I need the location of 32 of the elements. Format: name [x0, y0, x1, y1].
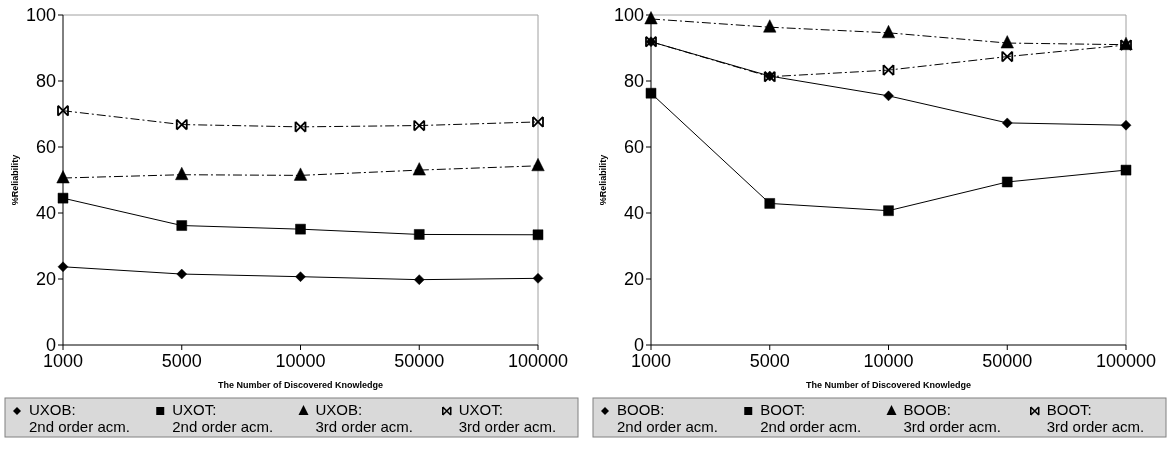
- x-tick-label: 100000: [1095, 351, 1157, 371]
- y-tick-label: 100: [25, 5, 56, 26]
- x-tick-label: 50000: [394, 351, 445, 371]
- y-tick-label: 40: [623, 203, 644, 224]
- legend-label: BOOB: 2nd order acm.: [617, 401, 718, 435]
- y-tick-label: 80: [35, 71, 56, 92]
- legend-label: BOOB: 3rd order acm.: [903, 401, 1002, 435]
- y-tick-label: 40: [35, 203, 56, 224]
- x-tick-label: 50000: [982, 351, 1033, 371]
- y-tick-label: 100: [613, 5, 644, 26]
- y-tick-label: 60: [35, 137, 56, 158]
- x-tick-label: 10000: [275, 351, 326, 371]
- y-axis-title: %Reliability: [10, 154, 20, 206]
- legend-label: UXOB: 2nd order acm.: [29, 401, 130, 435]
- y-tick-label: 80: [623, 71, 644, 92]
- y-tick-label: 20: [623, 269, 644, 290]
- x-tick-label: 5000: [749, 351, 790, 371]
- legend-label: UXOB: 3rd order acm.: [315, 401, 414, 435]
- y-tick-label: 20: [35, 269, 56, 290]
- x-tick-label: 1000: [630, 351, 672, 371]
- y-axis-title: %Reliability: [598, 154, 608, 206]
- x-tick-label: 10000: [863, 351, 914, 371]
- x-tick-label: 1000: [42, 351, 84, 371]
- x-axis-title: The Number of Discovered Knowledge: [217, 380, 384, 390]
- x-tick-label: 100000: [507, 351, 569, 371]
- legend-label: UXOT: 2nd order acm.: [172, 401, 274, 435]
- legend-label: BOOT: 3rd order acm.: [1046, 401, 1145, 435]
- y-tick-label: 60: [623, 137, 644, 158]
- legend-label: UXOT: 3rd order acm.: [458, 401, 557, 435]
- x-tick-label: 5000: [161, 351, 202, 371]
- legend-label: BOOT: 2nd order acm.: [760, 401, 862, 435]
- x-axis-title: The Number of Discovered Knowledge: [805, 380, 972, 390]
